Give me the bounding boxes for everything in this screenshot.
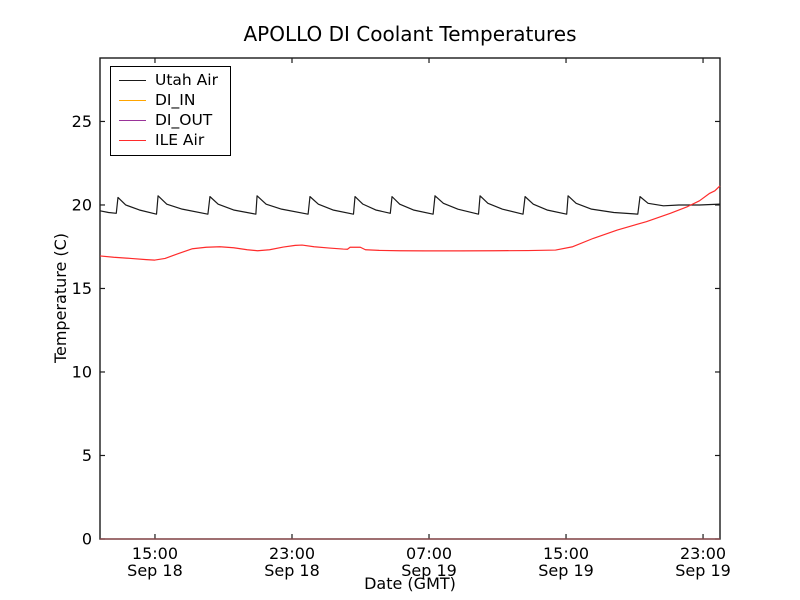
- legend-label: Utah Air: [155, 71, 218, 89]
- x-tick-label-time: 23:00: [680, 544, 726, 563]
- series-utah-air: [99, 195, 721, 215]
- chart-title: APOLLO DI Coolant Temperatures: [243, 22, 577, 46]
- x-tick-label-date: Sep 18: [127, 561, 183, 580]
- legend-item-di-in: DI_IN: [119, 90, 218, 110]
- x-axis-label: Date (GMT): [364, 574, 456, 593]
- legend-label: ILE Air: [155, 131, 205, 149]
- legend-label: DI_IN: [155, 91, 196, 109]
- x-tick-label-date: Sep 19: [538, 561, 594, 580]
- y-tick-label: 10: [72, 362, 92, 381]
- legend-line-swatch: [119, 79, 146, 81]
- x-tick-label-date: Sep 19: [675, 561, 731, 580]
- x-tick-label-time: 07:00: [406, 544, 452, 563]
- y-tick-label: 0: [82, 530, 92, 549]
- legend-line-swatch: [119, 119, 146, 121]
- y-axis-label: Temperature (C): [51, 233, 70, 364]
- x-tick-label-date: Sep 18: [264, 561, 320, 580]
- y-tick-label: 15: [72, 279, 92, 298]
- y-tick-label: 20: [72, 195, 92, 214]
- x-tick-label-time: 15:00: [543, 544, 589, 563]
- y-tick-label: 25: [72, 112, 92, 131]
- legend-label: DI_OUT: [155, 111, 213, 129]
- legend-line-swatch: [119, 99, 146, 101]
- x-tick-label-time: 15:00: [132, 544, 178, 563]
- legend-item-ile-air: ILE Air: [119, 130, 218, 150]
- x-tick-label-date: Sep 19: [401, 561, 457, 580]
- legend-line-swatch: [119, 139, 146, 141]
- legend-item-utah-air: Utah Air: [119, 70, 218, 90]
- y-tick-label: 5: [82, 446, 92, 465]
- legend: Utah Air DI_IN DI_OUT ILE Air: [110, 66, 231, 156]
- legend-item-di-out: DI_OUT: [119, 110, 218, 130]
- x-tick-label-time: 23:00: [269, 544, 315, 563]
- series-ile-air: [99, 185, 721, 261]
